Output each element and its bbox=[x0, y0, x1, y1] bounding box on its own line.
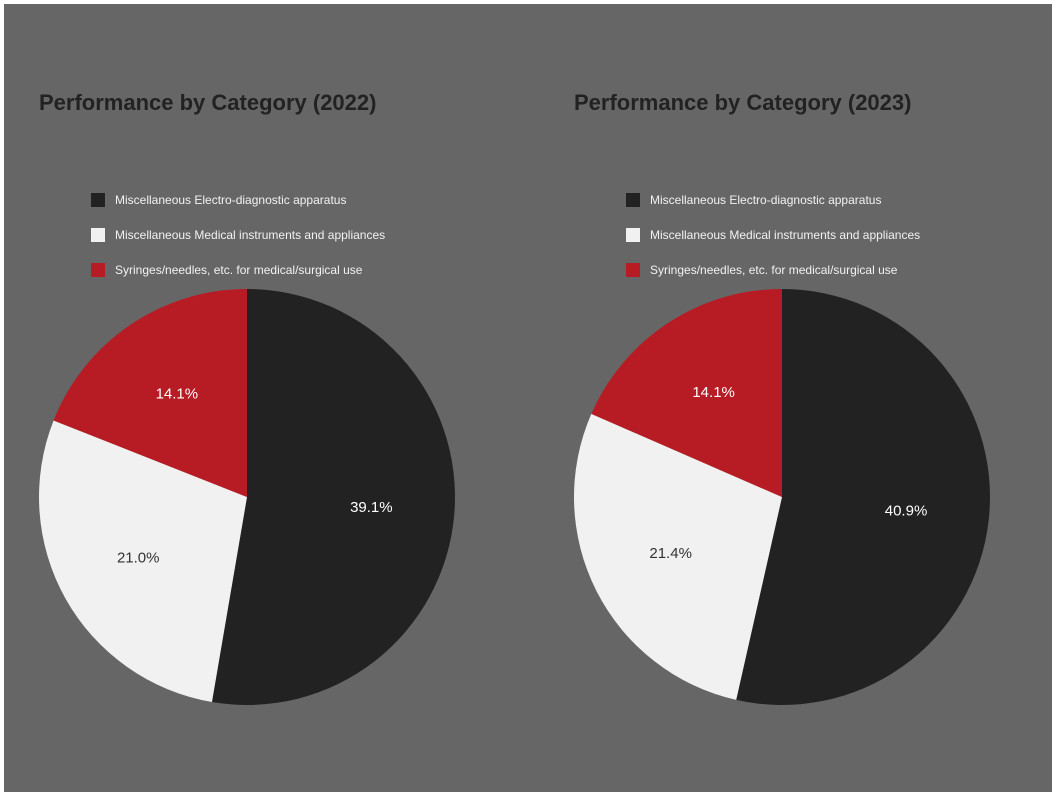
dashboard-canvas: Performance by Category (2022) Miscellan… bbox=[4, 4, 1052, 792]
pie-slice[interactable] bbox=[591, 289, 782, 497]
pie-slice[interactable] bbox=[573, 413, 782, 700]
slice-data-label: 21.0% bbox=[117, 550, 160, 567]
legend-item[interactable]: Miscellaneous Electro-diagnostic apparat… bbox=[626, 182, 920, 217]
slice-data-label: 14.1% bbox=[156, 385, 199, 402]
legend-item[interactable]: Miscellaneous Electro-diagnostic apparat… bbox=[91, 182, 385, 217]
pie-chart-svg: 40.9% 21.4% 14.1% bbox=[573, 289, 991, 705]
chart-legend: Miscellaneous Electro-diagnostic apparat… bbox=[91, 182, 385, 287]
legend-label: Miscellaneous Electro-diagnostic apparat… bbox=[115, 192, 347, 207]
pie-slice[interactable] bbox=[736, 289, 991, 705]
legend-swatch bbox=[626, 192, 640, 207]
chart-panel-2022: Performance by Category (2022) Miscellan… bbox=[4, 4, 524, 792]
legend-label: Syringes/needles, etc. for medical/surgi… bbox=[650, 262, 898, 277]
chart-panel-2023: Performance by Category (2023) Miscellan… bbox=[539, 4, 1058, 792]
legend-item[interactable]: Syringes/needles, etc. for medical/surgi… bbox=[91, 252, 385, 287]
legend-label: Miscellaneous Electro-diagnostic apparat… bbox=[650, 192, 882, 207]
pie-slice[interactable] bbox=[53, 289, 248, 497]
pie-slice[interactable] bbox=[211, 289, 456, 705]
pie-chart-svg: 39.1% 21.0% 14.1% bbox=[38, 289, 456, 705]
pie-slice[interactable] bbox=[38, 420, 248, 703]
legend-label: Miscellaneous Medical instruments and ap… bbox=[650, 227, 921, 242]
legend-swatch bbox=[91, 227, 105, 242]
chart-title: Performance by Category (2023) bbox=[574, 90, 912, 115]
legend-item[interactable]: Miscellaneous Medical instruments and ap… bbox=[626, 217, 920, 252]
chart-title: Performance by Category (2022) bbox=[39, 90, 377, 115]
legend-item[interactable]: Syringes/needles, etc. for medical/surgi… bbox=[626, 252, 920, 287]
legend-swatch bbox=[626, 227, 640, 242]
legend-swatch bbox=[91, 192, 105, 207]
legend-item[interactable]: Miscellaneous Medical instruments and ap… bbox=[91, 217, 385, 252]
legend-label: Miscellaneous Medical instruments and ap… bbox=[115, 227, 386, 242]
slice-data-label: 14.1% bbox=[692, 384, 735, 401]
legend-label: Syringes/needles, etc. for medical/surgi… bbox=[115, 262, 363, 277]
slice-data-label: 39.1% bbox=[350, 499, 393, 516]
slice-data-label: 40.9% bbox=[885, 502, 928, 519]
legend-swatch bbox=[91, 262, 105, 277]
legend-swatch bbox=[626, 262, 640, 277]
slice-data-label: 21.4% bbox=[649, 545, 692, 562]
chart-legend: Miscellaneous Electro-diagnostic apparat… bbox=[626, 182, 920, 287]
